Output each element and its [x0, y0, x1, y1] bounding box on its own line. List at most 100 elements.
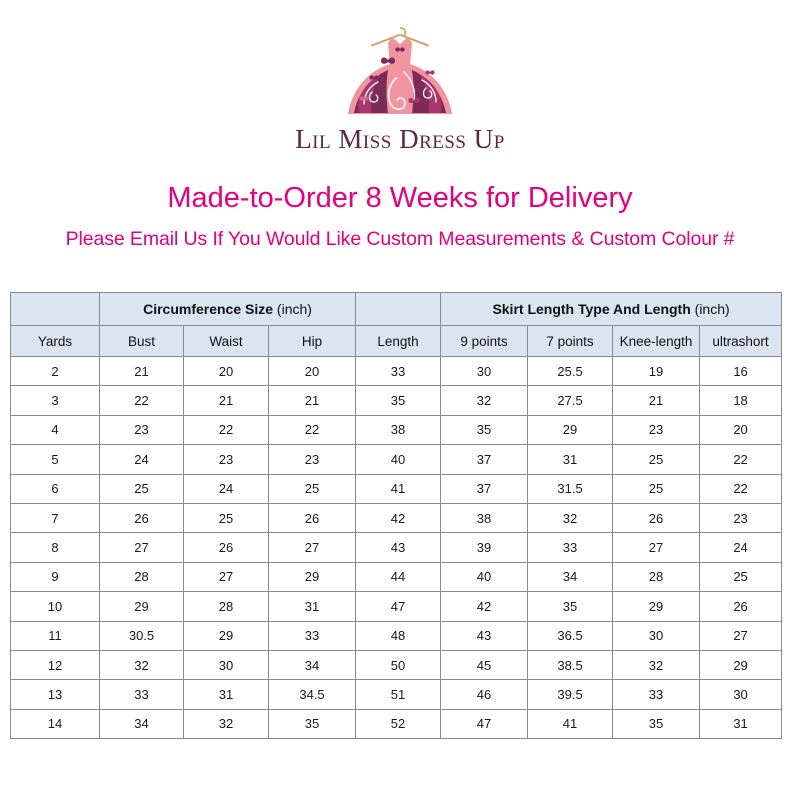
cell-knee-length: 30 [612, 620, 701, 651]
size-chart-table-wrap: Circumference Size (inch) Skirt Length T… [10, 292, 783, 740]
column-header-7-points: 7 points [527, 325, 614, 357]
column-header-knee-length: Knee-length [612, 325, 701, 357]
cell-hip: 27 [267, 532, 357, 563]
page-headline: Made-to-Order 8 Weeks for Delivery [167, 182, 633, 214]
cell-bust: 32 [99, 649, 184, 681]
cell-knee-length: 21 [612, 385, 701, 416]
table-row: 2 21 20 20 33 30 25.5 19 16 [10, 355, 783, 387]
brand-logo-block: Lil Miss Dress Up [0, 0, 800, 153]
group-header-skirt-length-unit: (inch) [690, 301, 730, 317]
cell-length: 35 [355, 385, 442, 416]
cell-waist: 31 [183, 679, 269, 710]
cell-hip: 23 [267, 444, 357, 475]
group-header-circumference-label: Circumference Size [143, 301, 274, 317]
column-header-waist: Waist [183, 325, 269, 357]
cell-bust: 29 [99, 591, 184, 622]
cell-ultrashort: 22 [699, 473, 783, 504]
cell-bust: 21 [99, 355, 184, 387]
table-row: 4 23 22 22 38 35 29 23 20 [10, 414, 783, 446]
cell-ultrashort: 27 [699, 620, 783, 651]
cell-ultrashort: 20 [699, 414, 783, 446]
table-body: 2 21 20 20 33 30 25.5 19 16 3 22 21 21 35 32 27.5 21 18 4 2… [10, 355, 783, 740]
column-header-bust: Bust [99, 325, 184, 357]
cell-bust: 28 [99, 561, 184, 593]
cell-hip: 20 [267, 355, 357, 387]
cell-length: 44 [355, 561, 442, 593]
cell-yards: 10 [10, 591, 100, 622]
cell-9-points: 40 [440, 561, 529, 593]
table-row: 3 22 21 21 35 32 27.5 21 18 [10, 385, 783, 416]
cell-9-points: 45 [440, 649, 529, 681]
cell-knee-length: 32 [612, 649, 701, 681]
cell-7-points: 27.5 [527, 385, 614, 416]
cell-ultrashort: 18 [699, 385, 783, 416]
cell-7-points: 33 [527, 532, 614, 563]
table-row: 12 32 30 34 50 45 38.5 32 29 [10, 649, 783, 681]
cell-knee-length: 35 [612, 708, 701, 740]
cell-9-points: 35 [440, 414, 529, 446]
cell-9-points: 38 [440, 502, 529, 534]
cell-ultrashort: 22 [699, 444, 783, 475]
dress-logo-icon [348, 27, 452, 114]
cell-knee-length: 25 [612, 473, 701, 504]
size-chart-table: Circumference Size (inch) Skirt Length T… [10, 292, 783, 740]
cell-ultrashort: 29 [699, 649, 783, 681]
cell-waist: 27 [183, 561, 269, 593]
cell-yards: 8 [10, 532, 100, 563]
cell-9-points: 32 [440, 385, 529, 416]
cell-waist: 32 [183, 708, 269, 740]
cell-yards: 13 [10, 679, 100, 710]
cell-ultrashort: 23 [699, 502, 783, 534]
cell-yards: 7 [10, 502, 100, 534]
cell-bust: 26 [99, 502, 184, 534]
cell-waist: 26 [183, 532, 269, 563]
cell-7-points: 38.5 [527, 649, 614, 681]
group-header-blank-mid [355, 292, 442, 326]
cell-waist: 23 [183, 444, 269, 475]
cell-yards: 11 [10, 620, 100, 651]
table-row: 8 27 26 27 43 39 33 27 24 [10, 532, 783, 563]
table-row: 10 29 28 31 47 42 35 29 26 [10, 591, 783, 622]
group-header-row: Circumference Size (inch) Skirt Length T… [10, 292, 783, 326]
cell-7-points: 31 [527, 444, 614, 475]
cell-ultrashort: 30 [699, 679, 783, 710]
cell-yards: 9 [10, 561, 100, 593]
cell-hip: 31 [267, 591, 357, 622]
cell-hip: 25 [267, 473, 357, 504]
cell-7-points: 32 [527, 502, 614, 534]
cell-bust: 33 [99, 679, 184, 710]
cell-waist: 20 [183, 355, 269, 387]
cell-yards: 2 [10, 355, 100, 387]
cell-9-points: 47 [440, 708, 529, 740]
cell-hip: 34.5 [267, 679, 357, 710]
cell-yards: 5 [10, 444, 100, 475]
cell-bust: 24 [99, 444, 184, 475]
cell-ultrashort: 26 [699, 591, 783, 622]
cell-yards: 12 [10, 649, 100, 681]
brand-wordmark: Lil Miss Dress Up [295, 124, 505, 154]
cell-waist: 21 [183, 385, 269, 416]
cell-length: 50 [355, 649, 442, 681]
cell-hip: 35 [267, 708, 357, 740]
cell-waist: 25 [183, 502, 269, 534]
table-row: 14 34 32 35 52 47 41 35 31 [10, 708, 783, 740]
cell-9-points: 42 [440, 591, 529, 622]
cell-9-points: 30 [440, 355, 529, 387]
group-header-circumference-unit: (inch) [273, 301, 312, 317]
cell-length: 41 [355, 473, 442, 504]
cell-hip: 33 [267, 620, 357, 651]
cell-knee-length: 29 [612, 591, 701, 622]
page-subheadline: Please Email Us If You Would Like Custom… [65, 227, 735, 250]
cell-knee-length: 27 [612, 532, 701, 563]
table-row: 7 26 25 26 42 38 32 26 23 [10, 502, 783, 534]
column-header-9-points: 9 points [440, 325, 529, 357]
cell-7-points: 25.5 [527, 355, 614, 387]
cell-yards: 4 [10, 414, 100, 446]
cell-length: 33 [355, 355, 442, 387]
cell-7-points: 39.5 [527, 679, 614, 710]
cell-9-points: 43 [440, 620, 529, 651]
cell-9-points: 46 [440, 679, 529, 710]
cell-length: 47 [355, 591, 442, 622]
cell-yards: 14 [10, 708, 100, 740]
cell-7-points: 36.5 [527, 620, 614, 651]
